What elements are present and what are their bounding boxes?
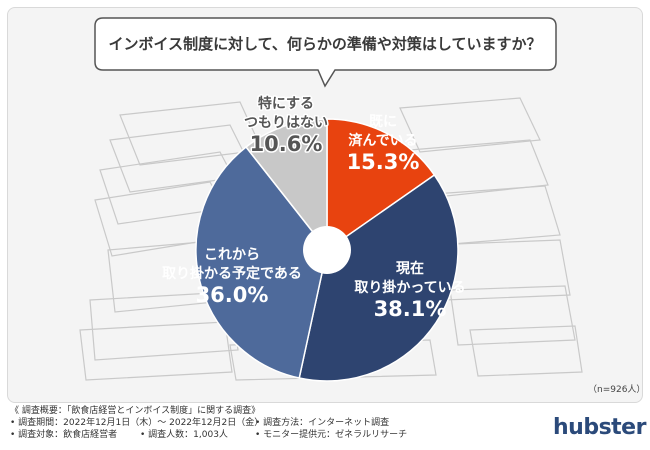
slice-label-planned-line2: 取り掛かる予定である: [162, 265, 302, 282]
hubster-logo: hubster: [553, 415, 646, 440]
slice-label-already-done-line2: 済んでいる: [348, 132, 417, 149]
slice-value-already-done: 15.3%: [347, 150, 420, 174]
pie-slice-no-plan: [245, 118, 328, 253]
slice-label-no-plan-line1: 特にする: [258, 95, 314, 112]
pie-center-hole: [303, 226, 351, 274]
slice-label-in-progress-line1: 現在: [396, 260, 424, 277]
question-text: インボイス制度に対して、何らかの準備や対策はしていますか？: [109, 35, 542, 53]
pie-chart: [195, 118, 459, 382]
slice-value-planned: 36.0%: [196, 283, 269, 307]
survey-target: • 調査対象：飲食店経営者: [10, 430, 118, 440]
slice-label-no-plan-line2: つもりはない: [244, 115, 328, 131]
sample-size-note: （n=926人）: [588, 385, 646, 395]
survey-count: • 調査人数：1,003人: [140, 430, 228, 440]
slice-label-already-done-line1: 既に: [369, 114, 397, 130]
survey-provider: • モニター提供元：ゼネラルリサーチ: [255, 430, 408, 440]
pie-slice-already-done: [326, 118, 436, 252]
survey-method: • 調査方法：インターネット調査: [255, 418, 390, 428]
survey-title: 《 調査概要：「飲食店経営とインボイス制度」に関する調査》: [10, 406, 261, 416]
pie-slice-in-progress: [298, 173, 459, 382]
slice-label-in-progress-line2: 取り掛かっている: [354, 279, 465, 296]
survey-period: • 調査期間：2022年12月1日（木）～ 2022年12月2日（金）: [10, 418, 264, 428]
slice-value-no-plan: 10.6%: [250, 132, 323, 156]
slice-value-in-progress: 38.1%: [374, 297, 447, 321]
slice-label-planned-line1: これから: [204, 247, 260, 263]
question-bubble: インボイス制度に対して、何らかの準備や対策はしていますか？: [94, 17, 557, 88]
pie-slice-planned: [195, 145, 328, 379]
